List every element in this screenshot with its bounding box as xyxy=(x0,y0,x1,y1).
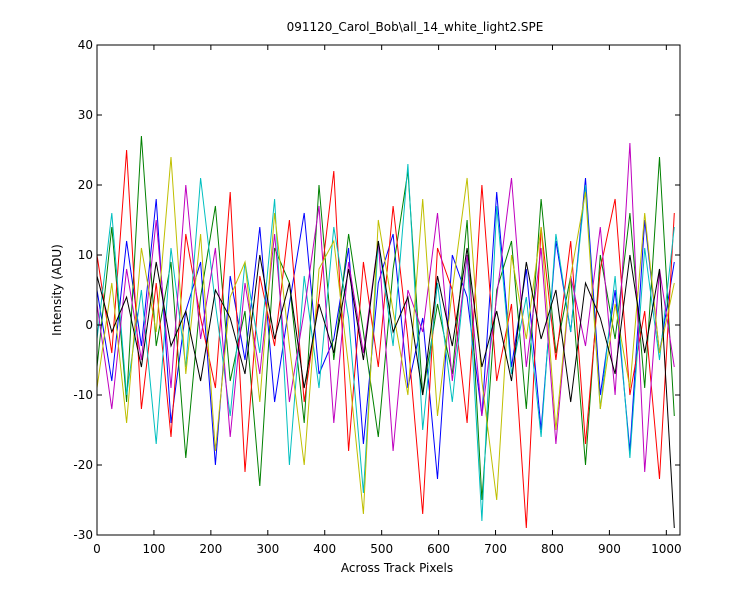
y-tick-label: 20 xyxy=(78,178,93,192)
x-tick-label: 700 xyxy=(484,542,507,556)
y-tick-label: 30 xyxy=(78,108,93,122)
y-tick-label: 40 xyxy=(78,38,93,52)
x-tick-label: 200 xyxy=(199,542,222,556)
x-tick-label: 500 xyxy=(370,542,393,556)
x-tick-label: 300 xyxy=(256,542,279,556)
y-tick-label: 10 xyxy=(78,248,93,262)
data-line xyxy=(96,240,675,529)
data-line xyxy=(96,142,675,473)
y-tick-label: -20 xyxy=(73,458,93,472)
plot-frame xyxy=(96,44,681,536)
y-tick-label: -30 xyxy=(73,528,93,542)
x-tick-label: 900 xyxy=(598,542,621,556)
x-tick-label: 400 xyxy=(313,542,336,556)
data-line xyxy=(96,156,675,515)
x-tick-label: 100 xyxy=(142,542,165,556)
x-tick-label: 1000 xyxy=(651,542,682,556)
x-axis-label: Across Track Pixels xyxy=(341,561,453,575)
y-tick-label: -10 xyxy=(73,388,93,402)
x-tick-label: 0 xyxy=(93,542,101,556)
y-tick-label: 0 xyxy=(85,318,93,332)
y-axis-label: Intensity (ADU) xyxy=(50,244,64,336)
data-line xyxy=(96,163,675,522)
x-tick-label: 600 xyxy=(427,542,450,556)
x-tick-label: 800 xyxy=(541,542,564,556)
chart-title: 091120_Carol_Bob\all_14_white_light2.SPE xyxy=(287,20,544,34)
